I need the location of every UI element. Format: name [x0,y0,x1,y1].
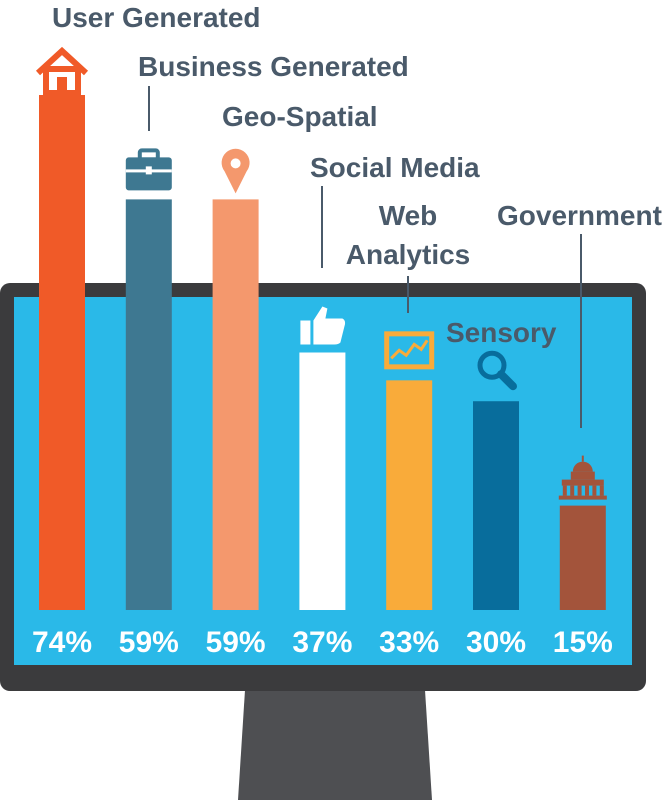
value-label: 59% [206,626,266,659]
category-label: Social Media [310,152,480,183]
value-label: 33% [379,626,439,659]
thumbs-up-icon [300,306,346,345]
value-label: 74% [32,626,92,659]
magnifier-icon [477,350,517,391]
category-label: Sensory [446,317,557,348]
bar [299,352,346,610]
category-label: Government [497,200,662,231]
capitol-building-icon [558,455,607,500]
house-icon [35,46,89,96]
analytics-chart-icon [384,331,435,370]
category-label: Web Analytics [346,200,471,270]
monitor-stand [238,690,432,800]
bar [125,199,172,610]
category-label: Business Generated [138,51,409,82]
bar [473,401,519,610]
bar [212,199,259,610]
value-label: 15% [553,626,613,659]
value-label: 59% [119,626,179,659]
category-label: User Generated [52,2,261,33]
category-label: Geo-Spatial [222,101,378,132]
bar [39,95,85,610]
value-label: 37% [292,626,352,659]
briefcase-icon [125,148,172,191]
bar [386,380,433,610]
value-label: 30% [466,626,526,659]
bar [559,505,606,610]
map-pin-icon [221,148,250,194]
